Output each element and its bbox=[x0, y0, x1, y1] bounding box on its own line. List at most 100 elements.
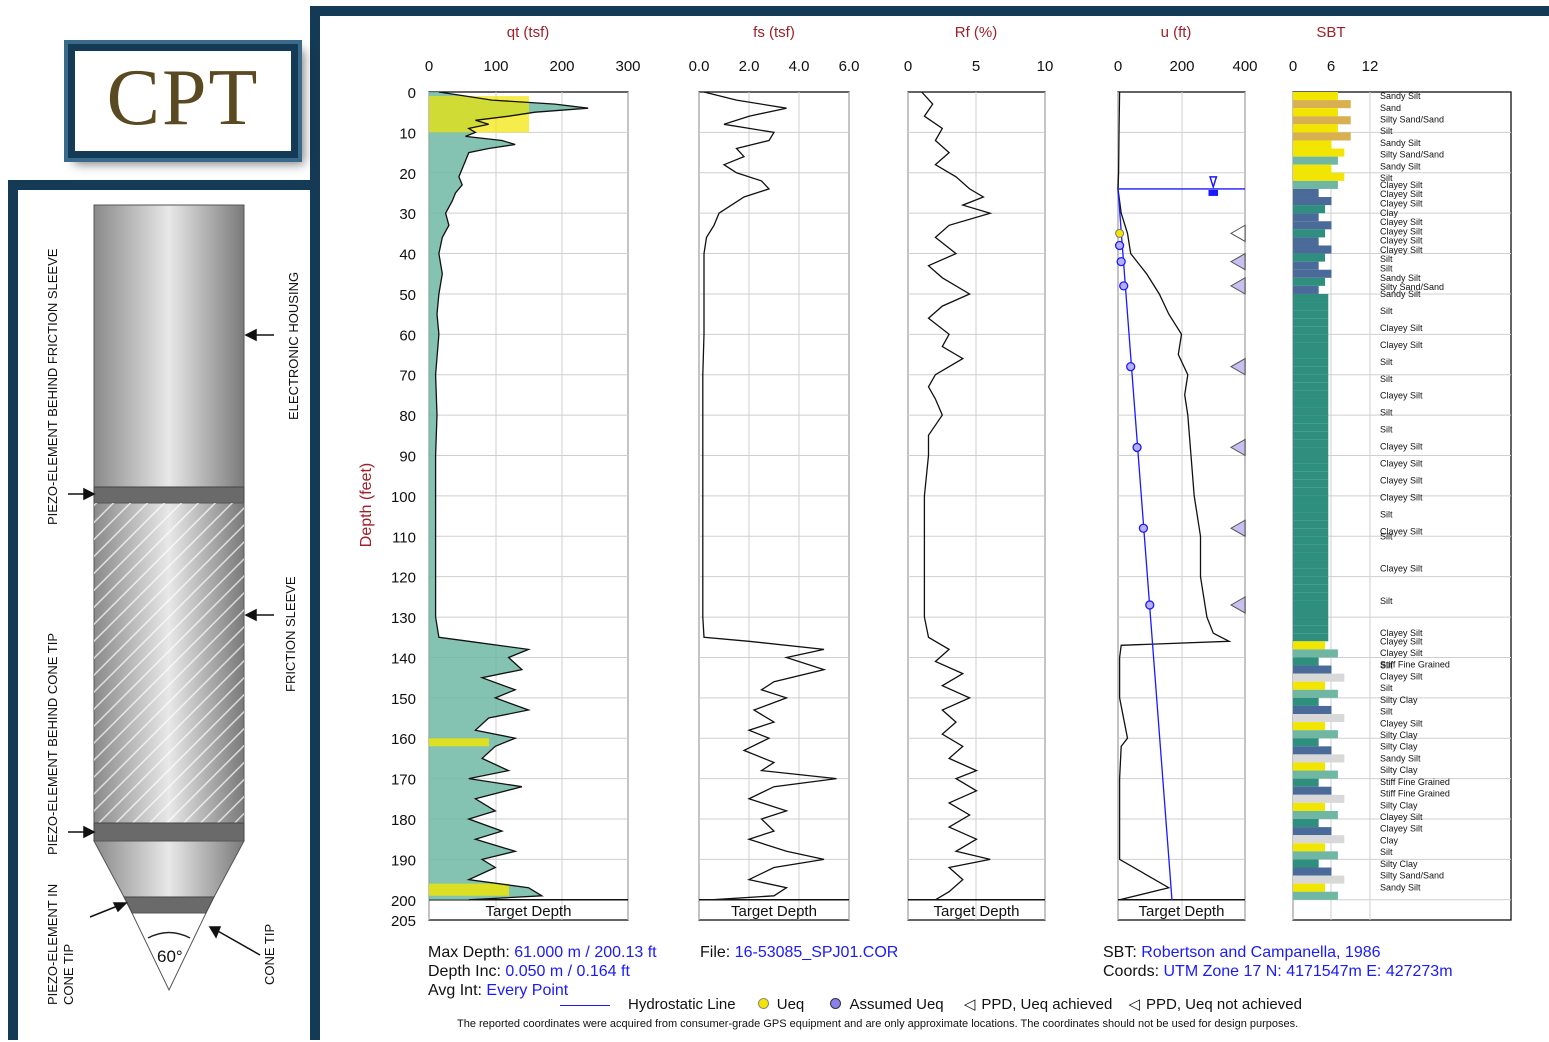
panel-title: u (ft) bbox=[1161, 24, 1192, 41]
x-tick-label: 6.0 bbox=[839, 58, 860, 75]
sbt-label: Clayey Silt bbox=[1380, 323, 1423, 333]
x-tick-label: 200 bbox=[1169, 58, 1194, 75]
sbt-label: Clayey Silt bbox=[1380, 245, 1423, 255]
hydro-line-swatch bbox=[560, 1004, 610, 1006]
y-tick-label: 150 bbox=[391, 691, 416, 708]
sbt-label: Silt bbox=[1380, 408, 1393, 418]
sbt-bar bbox=[1293, 188, 1319, 198]
sbt-bar bbox=[1293, 148, 1345, 157]
ueq-point bbox=[1115, 228, 1125, 238]
sbt-label: Sandy Silt bbox=[1380, 161, 1421, 171]
panel-title: fs (tsf) bbox=[753, 24, 795, 41]
cone-penetrometer-diagram: 60° PIEZO-ELEMENT BEHIND FRICTION SLEEVE… bbox=[45, 204, 301, 1005]
sbt-bar bbox=[1293, 560, 1329, 569]
sbt-bar bbox=[1293, 479, 1329, 488]
sbt-bar bbox=[1293, 568, 1329, 577]
sbt-bar bbox=[1293, 221, 1332, 230]
x-tick-label: 10 bbox=[1037, 58, 1054, 75]
target-depth-label: Target Depth bbox=[1139, 903, 1225, 920]
ppd-not-achieved-marker bbox=[1229, 357, 1246, 376]
assumed-ueq-point bbox=[1116, 256, 1126, 267]
sbt-label: Clayey Silt bbox=[1380, 189, 1423, 199]
x-tick-label: 0 bbox=[1289, 58, 1297, 75]
assumed-ueq-point bbox=[1119, 281, 1129, 291]
sbt-bar bbox=[1293, 100, 1351, 109]
sbt-bar bbox=[1293, 124, 1338, 133]
sbt-source: SBT: Robertson and Campanella, 1986 bbox=[1103, 944, 1381, 961]
sbt-bar bbox=[1293, 883, 1326, 892]
sbt-label: Silty Sand/Sand bbox=[1380, 150, 1444, 160]
series-line-1 bbox=[702, 91, 837, 901]
sbt-bar bbox=[1293, 592, 1329, 601]
ppd-not-achieved-icon: ◁ bbox=[1128, 996, 1140, 1013]
chart-layer: 0102030405060708090100110120130140150160… bbox=[391, 24, 1512, 930]
target-depth-label: Target Depth bbox=[486, 903, 572, 920]
panel-title: qt (tsf) bbox=[507, 24, 550, 41]
sbt-bar bbox=[1293, 859, 1319, 868]
sbt-bar bbox=[1293, 495, 1329, 504]
y-tick-label: 180 bbox=[391, 812, 416, 829]
sbt-label: Clayey Silt bbox=[1380, 391, 1423, 401]
sbt-bar bbox=[1293, 576, 1329, 585]
cpt-logo-text: CPT bbox=[106, 54, 260, 142]
x-tick-label: 0 bbox=[1114, 58, 1122, 75]
sbt-bar bbox=[1293, 213, 1319, 222]
sbt-label: Silty Sand/Sand bbox=[1380, 282, 1444, 292]
disclaimer: The reported coordinates were acquired f… bbox=[457, 1018, 1299, 1030]
qt-sand-band bbox=[429, 883, 509, 896]
sbt-bar bbox=[1293, 746, 1332, 755]
ueq-swatch-icon bbox=[757, 998, 769, 1009]
sbt-label: Stiff Fine Grained bbox=[1380, 660, 1450, 670]
sbt-label: Clayey Silt bbox=[1380, 526, 1423, 536]
sbt-label: Silt bbox=[1380, 126, 1393, 136]
sbt-bar bbox=[1293, 229, 1326, 238]
sbt-bar bbox=[1293, 649, 1338, 658]
legend-ppd-achieved: PPD, Ueq achieved bbox=[981, 996, 1113, 1013]
sbt-label: Sandy Silt bbox=[1380, 273, 1421, 283]
sbt-label: Silt bbox=[1380, 683, 1393, 693]
sbt-bar bbox=[1293, 156, 1338, 165]
sbt-label: Clayey Silt bbox=[1380, 236, 1423, 246]
sbt-label: Sandy Silt bbox=[1380, 289, 1421, 299]
sbt-label: Clayey Silt bbox=[1380, 648, 1423, 658]
sbt-bar bbox=[1293, 350, 1329, 359]
sbt-label: Silty Clay bbox=[1380, 695, 1418, 705]
assumed-ueq-point bbox=[1126, 362, 1136, 372]
sbt-label: Clayey Silt bbox=[1380, 226, 1423, 236]
sbt-bar bbox=[1293, 875, 1345, 884]
sbt-bar bbox=[1293, 657, 1319, 666]
y-tick-label: 40 bbox=[399, 247, 416, 264]
sbt-bar bbox=[1293, 269, 1332, 278]
sbt-bar bbox=[1293, 705, 1332, 715]
sbt-label: Clay bbox=[1380, 835, 1399, 845]
sbt-label: Silt bbox=[1380, 254, 1393, 264]
sbt-bar bbox=[1293, 237, 1319, 246]
label-friction-sleeve: FRICTION SLEEVE bbox=[283, 576, 298, 692]
sbt-label: Silt bbox=[1380, 531, 1393, 541]
sbt-bar bbox=[1293, 778, 1319, 787]
legend-ueq: Ueq bbox=[776, 996, 805, 1013]
sbt-label: Silty Clay bbox=[1380, 742, 1418, 752]
sbt-bar bbox=[1293, 439, 1329, 448]
y-tick-label: 100 bbox=[391, 489, 416, 506]
sbt-label: Sandy Silt bbox=[1380, 138, 1421, 148]
sbt-label: Silty Clay bbox=[1380, 859, 1418, 869]
cone-tip-shape bbox=[131, 912, 207, 992]
x-tick-label: 4.0 bbox=[789, 58, 810, 75]
assumed-ueq-point bbox=[1138, 523, 1149, 533]
assumed-ueq-point bbox=[1132, 442, 1142, 453]
sbt-bar bbox=[1293, 786, 1332, 795]
ppd-not-achieved-marker bbox=[1229, 252, 1246, 271]
sbt-label: Sandy Silt bbox=[1380, 753, 1421, 763]
panel-title: SBT bbox=[1316, 24, 1345, 41]
sbt-label: Clayey Silt bbox=[1380, 671, 1423, 681]
sbt-bar bbox=[1293, 116, 1351, 125]
hydrostatic-line bbox=[1117, 188, 1173, 900]
sbt-bar bbox=[1293, 851, 1338, 860]
sbt-label: Sandy Silt bbox=[1380, 91, 1421, 101]
sbt-label: Clayey Silt bbox=[1380, 459, 1423, 469]
y-tick-label: 110 bbox=[392, 529, 416, 546]
electronic-housing-body bbox=[93, 204, 245, 488]
sbt-bar bbox=[1293, 374, 1329, 383]
